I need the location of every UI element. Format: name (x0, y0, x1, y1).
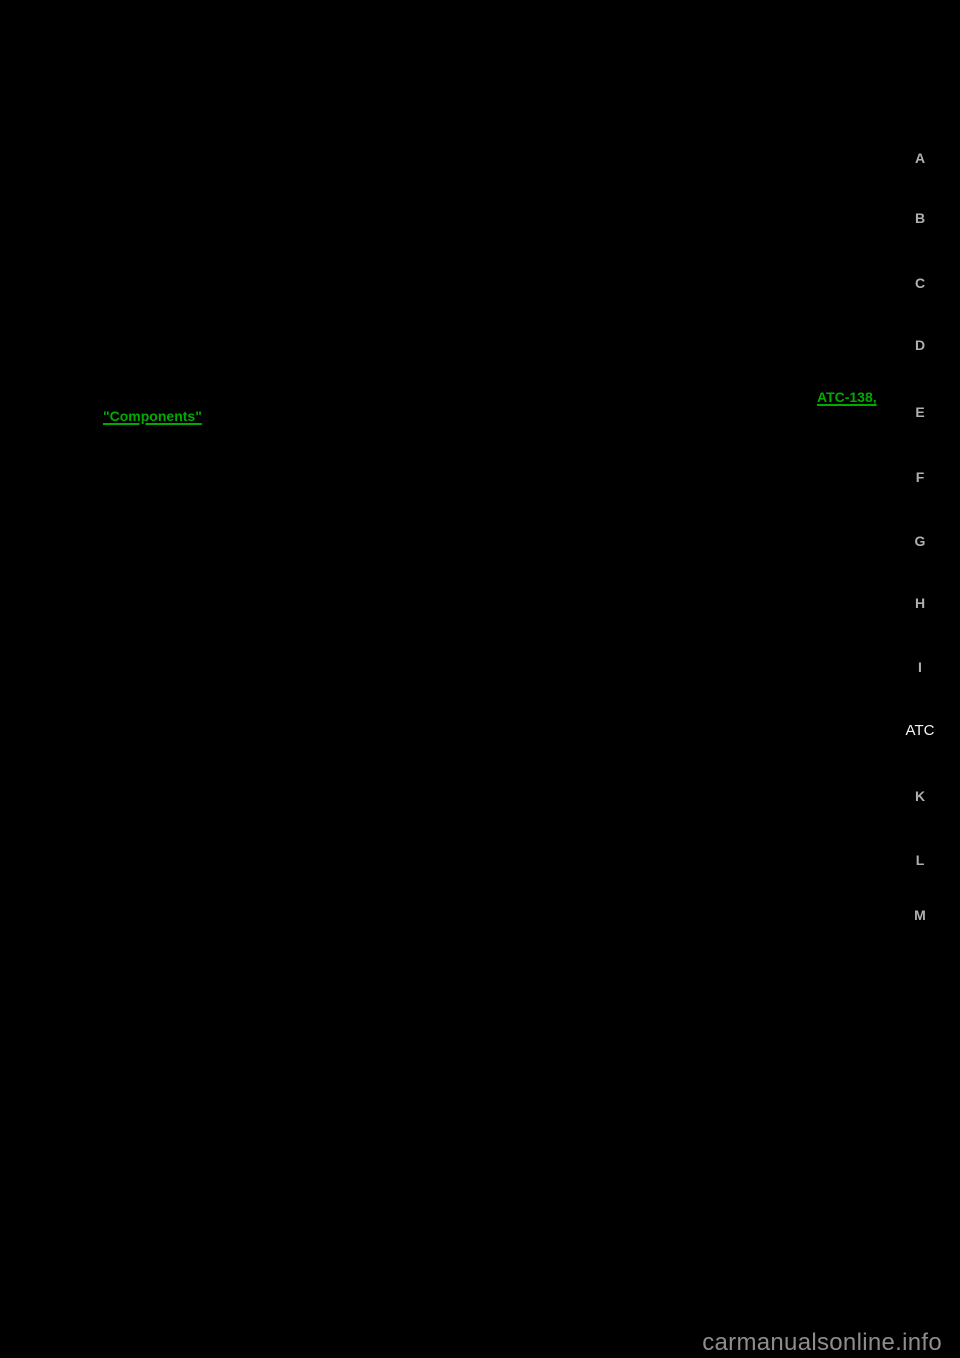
section-index-letter-g: G (914, 533, 926, 549)
section-index-letter-a: A (914, 150, 926, 166)
section-index-letter-f: F (915, 469, 925, 485)
components-reference-link[interactable]: "Components" (103, 408, 202, 424)
section-index-letter-b: B (914, 210, 926, 226)
atc-page-reference-link[interactable]: ATC-138, (817, 389, 877, 405)
section-index-letter-h: H (914, 595, 926, 611)
section-index-letter-d: D (914, 337, 926, 353)
section-index-letter-c: C (914, 275, 926, 291)
section-index-letter-l: L (915, 852, 925, 868)
watermark-text: carmanualsonline.info (702, 1329, 942, 1356)
section-index-letter-k: K (914, 788, 926, 804)
section-index-current-section: ATC (905, 722, 935, 739)
section-index-letter-m: M (914, 907, 926, 923)
section-index-letter-i: I (918, 659, 922, 675)
section-index-letter-e: E (915, 404, 925, 420)
